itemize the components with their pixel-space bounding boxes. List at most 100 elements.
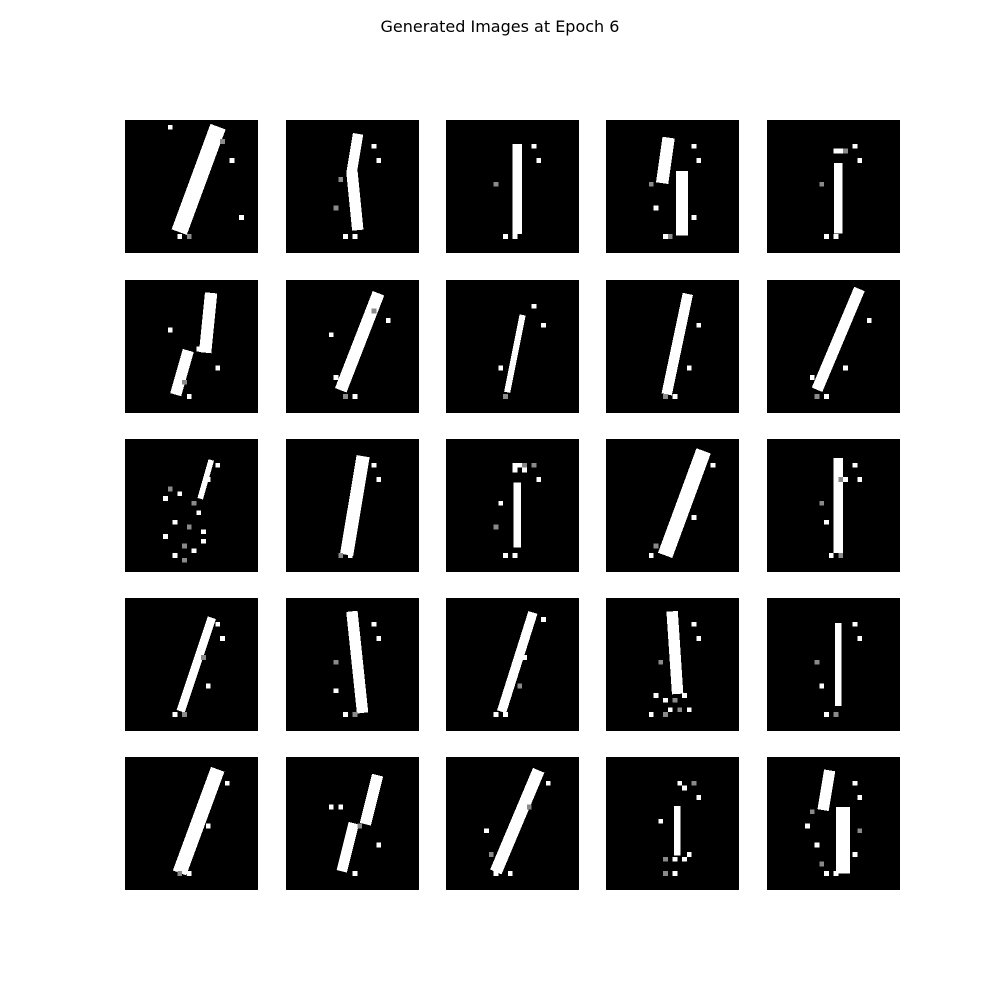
digit-stroke <box>335 291 385 393</box>
noise-pixel <box>186 524 192 530</box>
noise-pixel <box>541 617 546 622</box>
generated-image <box>767 439 900 572</box>
noise-pixel <box>691 780 697 786</box>
image-background <box>767 598 900 731</box>
noise-pixel <box>677 780 682 786</box>
image-background <box>446 439 579 572</box>
noise-pixel <box>824 394 829 399</box>
noise-pixel <box>833 234 839 239</box>
generated-image <box>446 280 579 413</box>
generated-image <box>446 757 579 890</box>
generated-image <box>125 757 258 890</box>
noise-pixel <box>696 322 701 328</box>
generated-image <box>767 120 900 253</box>
noise-pixel <box>531 303 537 309</box>
noise-pixel <box>696 158 701 163</box>
noise-pixel <box>658 818 663 824</box>
noise-pixel <box>215 621 220 627</box>
image-background <box>125 598 258 731</box>
generated-image <box>286 280 419 413</box>
digit-digit-1-vertical-split <box>286 120 419 253</box>
noise-pixel <box>833 477 839 482</box>
noise-pixel <box>536 477 541 482</box>
digit-digit-1-long-slant <box>767 280 900 413</box>
noise-pixel <box>805 823 810 829</box>
noise-pixel <box>229 158 235 163</box>
noise-pixel <box>663 697 668 703</box>
noise-pixel <box>843 148 848 154</box>
noise-pixel <box>667 234 673 239</box>
digit-stroke <box>346 170 364 231</box>
noise-pixel <box>503 234 508 239</box>
noise-pixel <box>653 205 659 211</box>
generated-image <box>446 439 579 572</box>
digit-digit-1-scattered <box>125 439 258 572</box>
noise-pixel <box>691 143 697 149</box>
generated-image <box>606 280 739 413</box>
noise-pixel <box>484 828 489 833</box>
digit-stroke <box>176 616 216 713</box>
noise-pixel <box>824 234 829 239</box>
noise-pixel <box>696 795 701 800</box>
digit-digit-1-sparse <box>606 757 739 890</box>
digit-stroke <box>346 132 364 174</box>
noise-pixel <box>333 659 339 665</box>
digit-stroke <box>359 773 384 826</box>
generated-image <box>446 120 579 253</box>
noise-pixel <box>852 462 858 468</box>
noise-pixel <box>838 477 843 482</box>
noise-pixel <box>691 515 697 520</box>
noise-pixel <box>857 636 862 641</box>
noise-pixel <box>503 712 508 717</box>
image-background <box>767 120 900 253</box>
digit-stroke <box>657 448 711 559</box>
noise-pixel <box>493 524 499 530</box>
digit-stroke <box>811 286 865 392</box>
generated-image <box>606 439 739 572</box>
noise-pixel <box>498 365 503 371</box>
noise-pixel <box>852 852 858 857</box>
noise-pixel <box>814 394 820 399</box>
digit-digit-1-bold <box>286 439 419 572</box>
digit-stroke <box>656 136 675 184</box>
noise-pixel <box>186 394 192 399</box>
digit-stroke <box>170 348 194 397</box>
generated-image <box>767 598 900 731</box>
noise-pixel <box>824 712 829 717</box>
digit-digit-1-cluster <box>767 757 900 890</box>
noise-pixel <box>833 148 839 154</box>
digit-stroke <box>666 610 684 695</box>
noise-pixel <box>512 467 518 473</box>
noise-pixel <box>493 712 499 717</box>
noise-pixel <box>338 804 343 810</box>
noise-pixel <box>224 780 230 786</box>
noise-pixel <box>376 636 381 641</box>
digit-stroke <box>346 610 369 714</box>
noise-pixel <box>828 553 834 558</box>
noise-pixel <box>371 308 377 314</box>
noise-pixel <box>201 655 206 660</box>
noise-pixel <box>512 351 518 356</box>
noise-pixel <box>333 205 339 211</box>
digit-stroke <box>172 766 225 876</box>
noise-pixel <box>682 785 687 791</box>
figure-title: Generated Images at Epoch 6 <box>380 17 620 36</box>
noise-pixel <box>352 394 358 399</box>
noise-pixel <box>167 124 173 130</box>
noise-pixel <box>182 712 187 717</box>
noise-pixel <box>857 795 862 800</box>
noise-pixel <box>163 534 168 539</box>
noise-pixel <box>526 804 532 810</box>
generated-image <box>606 757 739 890</box>
noise-pixel <box>215 365 220 371</box>
noise-pixel <box>682 856 687 862</box>
noise-pixel <box>531 143 537 149</box>
digit-digit-1-narrow <box>767 598 900 731</box>
noise-pixel <box>663 394 668 399</box>
digit-digit-1-capped <box>767 120 900 253</box>
noise-pixel <box>852 780 858 786</box>
digit-digit-1-noisy-base <box>606 598 739 731</box>
noise-pixel <box>838 148 843 154</box>
noise-pixel <box>857 158 862 163</box>
noise-pixel <box>682 693 687 698</box>
